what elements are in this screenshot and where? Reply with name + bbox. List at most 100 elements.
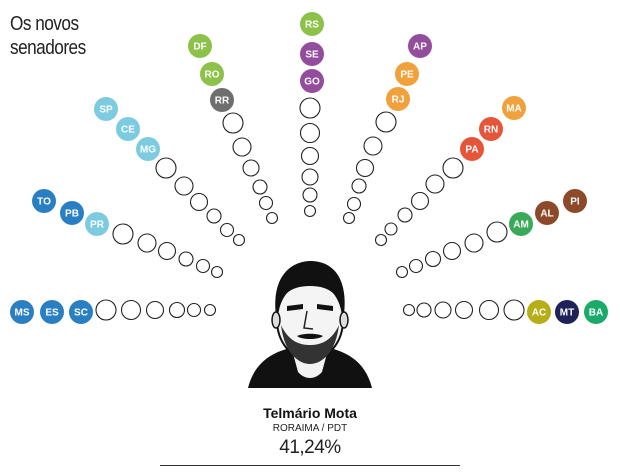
empty-seat-circle xyxy=(219,222,235,238)
empty-seat-circle xyxy=(112,223,134,245)
state-badge-go: GO xyxy=(300,69,324,93)
state-badge-label: PB xyxy=(65,209,79,220)
state-badge-label: AM xyxy=(513,220,529,231)
state-badge-circle xyxy=(563,189,587,213)
fan-ray-7: MA RN PA xyxy=(374,96,526,247)
state-badge-label: RJ xyxy=(392,95,405,106)
state-badge-circle xyxy=(395,62,419,86)
state-badge-circle xyxy=(10,300,34,324)
empty-seat-circle xyxy=(464,233,484,253)
state-badge-circle xyxy=(408,34,432,58)
empty-seat-circle xyxy=(174,176,194,196)
state-badge-label: BA xyxy=(589,308,603,319)
state-badge-label: SC xyxy=(74,308,88,319)
fan-ray-5: RS SE GO xyxy=(299,12,324,218)
state-badge-rs: RS xyxy=(300,12,324,36)
empty-seat-circle xyxy=(203,303,217,317)
empty-seat-circle xyxy=(232,233,246,247)
state-badge-pa: PA xyxy=(460,137,484,161)
state-badge-circle xyxy=(188,34,212,58)
state-badge-rn: RN xyxy=(479,117,503,141)
state-badge-circle xyxy=(386,87,410,111)
empty-seat-circle xyxy=(252,179,268,195)
state-badge-ba: BA xyxy=(584,300,608,324)
state-badge-label: PE xyxy=(400,70,414,81)
empty-seat-circle xyxy=(478,299,500,321)
state-badge-ms: MS xyxy=(10,300,34,324)
state-badge-ma: MA xyxy=(502,96,526,120)
empty-seat-circle xyxy=(186,302,202,318)
state-badge-circle xyxy=(85,212,109,236)
state-badge-se: SE xyxy=(300,42,324,66)
state-badge-label: MA xyxy=(506,104,522,115)
state-badge-label: AP xyxy=(413,42,427,53)
empty-seat-circle xyxy=(375,111,397,133)
empty-seat-circle xyxy=(346,196,362,212)
state-badge-circle xyxy=(40,300,64,324)
empty-seat-circle xyxy=(374,233,388,247)
state-badge-label: SE xyxy=(305,50,319,61)
empty-seat-circle xyxy=(232,137,252,157)
state-badge-label: DF xyxy=(193,42,206,53)
senator-portrait xyxy=(248,261,372,388)
empty-seat-circle xyxy=(402,303,416,317)
empty-seat-circle xyxy=(397,207,413,223)
empty-seat-circle xyxy=(265,211,279,225)
state-badge-am: AM xyxy=(509,212,533,236)
state-badge-circle xyxy=(460,137,484,161)
empty-seat-circle xyxy=(342,211,356,225)
empty-seat-circle xyxy=(178,251,194,267)
empty-seat-circle xyxy=(242,159,260,177)
state-badge-circle xyxy=(479,117,503,141)
empty-seat-circle xyxy=(416,302,432,318)
fan-ray-1: MS ES SC xyxy=(10,299,217,324)
state-badge-circle xyxy=(300,69,324,93)
empty-seat-circle xyxy=(155,157,177,179)
state-badge-circle xyxy=(300,42,324,66)
empty-seat-circle xyxy=(303,204,317,218)
state-badge-label: RR xyxy=(215,96,230,107)
state-badge-to: TO xyxy=(32,189,56,213)
empty-seat-circle xyxy=(503,299,525,321)
state-badge-sp: SP xyxy=(94,97,118,121)
state-badge-label: MT xyxy=(560,308,574,319)
empty-seat-circle xyxy=(434,301,452,319)
state-badge-circle xyxy=(60,201,84,225)
state-badge-circle xyxy=(116,117,140,141)
state-badge-label: AL xyxy=(540,209,553,220)
empty-seat-circle xyxy=(137,233,157,253)
state-badge-label: RO xyxy=(205,70,220,81)
state-badge-sc: SC xyxy=(69,300,93,324)
empty-seat-circle xyxy=(486,221,508,243)
state-badge-label: MS xyxy=(15,308,30,319)
senator-vote-percent: 41,24% xyxy=(279,437,341,458)
state-badge-circle xyxy=(509,212,533,236)
empty-seat-circle xyxy=(351,178,367,194)
state-badge-label: CE xyxy=(121,125,135,136)
state-badge-label: RS xyxy=(305,20,319,31)
senator-name: Telmário Mota xyxy=(263,405,357,421)
empty-seat-circle xyxy=(168,301,186,319)
state-badge-label: ES xyxy=(45,308,59,319)
state-badge-circle xyxy=(94,97,118,121)
state-badge-label: MG xyxy=(140,145,156,156)
page-title: Os novos senadores xyxy=(10,13,86,59)
empty-seat-circle xyxy=(454,300,474,320)
empty-seat-circle xyxy=(355,158,375,178)
state-badge-al: AL xyxy=(535,201,559,225)
empty-seat-circle xyxy=(424,250,442,268)
empty-seat-circle xyxy=(442,157,464,179)
empty-seat-circle xyxy=(442,241,462,261)
state-badge-circle xyxy=(136,137,160,161)
state-badge-circle xyxy=(535,201,559,225)
empty-seat-circle xyxy=(157,241,177,261)
state-badge-pb: PB xyxy=(60,201,84,225)
empty-seat-circle xyxy=(120,299,142,321)
empty-seat-circle xyxy=(301,168,319,186)
empty-seat-circle xyxy=(258,195,274,211)
fan-ray-2: TO PB PR xyxy=(32,189,224,279)
empty-seat-circle xyxy=(210,265,224,279)
fan-ray-8: PI AL AM xyxy=(395,189,587,279)
empty-seat-circle xyxy=(363,136,383,156)
